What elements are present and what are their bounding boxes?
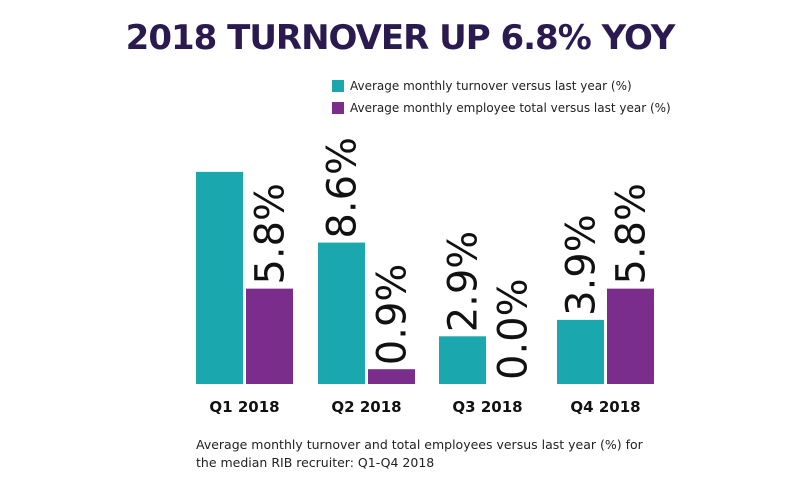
data-label-employees-q4: 5.8%	[609, 183, 655, 285]
caption-line-2: the median RIB recruiter: Q1-Q4 2018	[196, 455, 435, 470]
legend-label-employees: Average monthly employee total versus la…	[350, 101, 671, 115]
bar-turnover-q4	[557, 319, 604, 384]
bar-turnover-q1	[196, 171, 243, 384]
category-label-q2: Q2 2018	[331, 398, 401, 416]
data-label-turnover-q3: 2.9%	[441, 231, 487, 333]
bar-turnover-q2	[318, 242, 365, 384]
data-label-turnover-q2: 8.6%	[320, 137, 366, 239]
chart-title: 2018 TURNOVER UP 6.8% YOY	[125, 18, 676, 58]
bar-employees-q1	[246, 288, 293, 384]
chart-caption: Average monthly turnover and total emplo…	[196, 436, 676, 472]
legend-item-turnover: Average monthly turnover versus last yea…	[332, 76, 671, 96]
category-label-q4: Q4 2018	[570, 398, 640, 416]
bar-turnover-q3	[439, 336, 486, 384]
data-label-employees-q1: 5.8%	[248, 183, 294, 285]
legend-swatch-turnover	[332, 80, 344, 92]
caption-line-1: Average monthly turnover and total emplo…	[196, 437, 643, 452]
category-label-q1: Q1 2018	[209, 398, 279, 416]
category-label-q3: Q3 2018	[452, 398, 522, 416]
data-label-employees-q3: 0.0%	[491, 278, 537, 380]
data-label-turnover-q4: 3.9%	[559, 214, 605, 316]
legend-label-turnover: Average monthly turnover versus last yea…	[350, 79, 632, 93]
legend: Average monthly turnover versus last yea…	[332, 76, 671, 120]
legend-item-employees: Average monthly employee total versus la…	[332, 98, 671, 118]
data-label-employees-q2: 0.9%	[370, 264, 416, 366]
bar-employees-q4	[607, 288, 654, 384]
bar-employees-q2	[368, 369, 415, 384]
legend-swatch-employees	[332, 102, 344, 114]
